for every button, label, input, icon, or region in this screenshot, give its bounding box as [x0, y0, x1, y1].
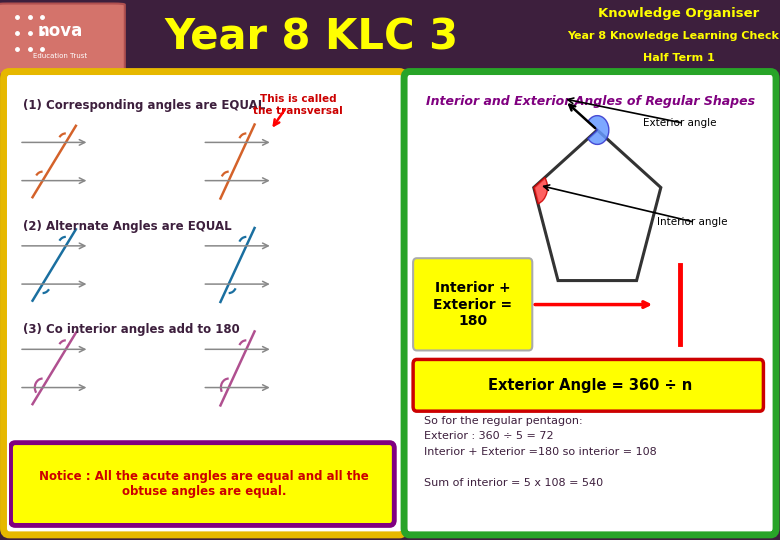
- Text: Exterior Angle = 360 ÷ n: Exterior Angle = 360 ÷ n: [488, 378, 692, 393]
- FancyBboxPatch shape: [11, 443, 394, 525]
- Text: Notice : All the acute angles are equal and all the
obtuse angles are equal.: Notice : All the acute angles are equal …: [40, 470, 369, 498]
- Wedge shape: [588, 116, 609, 144]
- Text: Interior and Exterior Angles of Regular Shapes: Interior and Exterior Angles of Regular …: [426, 96, 754, 109]
- Text: Education Trust: Education Trust: [33, 53, 87, 59]
- Text: nova: nova: [37, 22, 83, 40]
- FancyBboxPatch shape: [3, 72, 406, 535]
- Text: Exterior angle: Exterior angle: [643, 118, 717, 129]
- Text: Half Term 1: Half Term 1: [643, 53, 714, 63]
- Text: (2) Alternate Angles are EQUAL: (2) Alternate Angles are EQUAL: [23, 220, 232, 233]
- FancyBboxPatch shape: [413, 360, 764, 411]
- FancyBboxPatch shape: [0, 4, 125, 75]
- Text: Interior angle: Interior angle: [657, 217, 727, 227]
- Text: Knowledge Organiser: Knowledge Organiser: [598, 7, 759, 20]
- Wedge shape: [534, 178, 548, 204]
- Text: This is called
the transversal: This is called the transversal: [253, 94, 343, 116]
- Text: So for the regular pentagon:
Exterior : 360 ÷ 5 = 72
Interior + Exterior =180 so: So for the regular pentagon: Exterior : …: [424, 416, 657, 488]
- Text: Year 8 Knowledge Learning Check 3: Year 8 Knowledge Learning Check 3: [567, 31, 780, 41]
- FancyBboxPatch shape: [404, 72, 776, 535]
- Text: (1) Corresponding angles are EQUAL: (1) Corresponding angles are EQUAL: [23, 98, 265, 112]
- Text: Interior +
Exterior =
180: Interior + Exterior = 180: [433, 281, 512, 328]
- Text: Year 8 KLC 3: Year 8 KLC 3: [165, 17, 459, 58]
- Text: (3) Co interior angles add to 180: (3) Co interior angles add to 180: [23, 323, 239, 336]
- FancyBboxPatch shape: [413, 258, 532, 350]
